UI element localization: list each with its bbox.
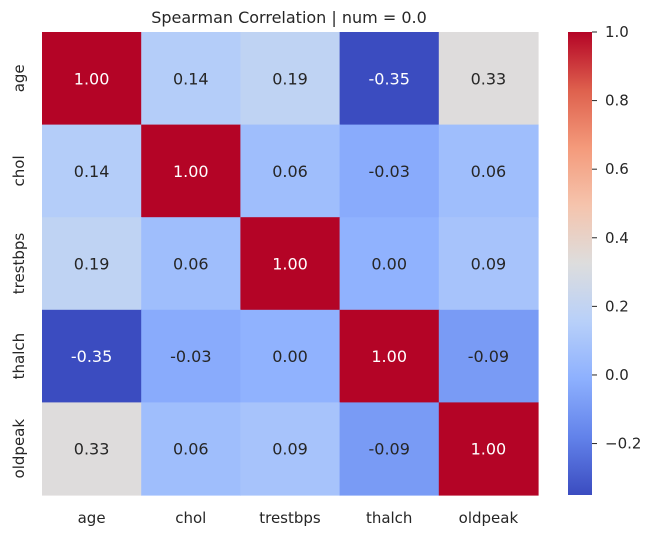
heatmap-cell-thalch-oldpeak — [438, 309, 539, 403]
colorbar-tick-label: −0.2 — [605, 435, 641, 453]
x-tick-label: age — [78, 509, 106, 527]
cell-value-label: -0.35 — [71, 347, 112, 366]
cell-value-label: -0.09 — [468, 347, 509, 366]
heatmap-cell-chol-chol — [141, 124, 241, 218]
heatmap-cell-age-chol — [141, 32, 241, 126]
y-tick-label: oldpeak — [10, 419, 28, 479]
colorbar: −0.2 0.0 0.2 0.4 0.6 0.8 1.0 — [568, 23, 641, 495]
y-tick-label: trestbps — [10, 233, 28, 295]
x-tick-label: oldpeak — [459, 509, 519, 527]
heatmap-cell-chol-trestbps — [240, 124, 341, 218]
heatmap-cell-oldpeak-oldpeak — [438, 402, 539, 496]
heatmap-cell-trestbps-oldpeak — [438, 217, 539, 311]
cell-value-label: 0.06 — [471, 162, 507, 181]
colorbar-tick-label: 1.0 — [605, 23, 629, 41]
cell-value-label: 0.33 — [74, 440, 110, 459]
cell-value-label: 0.19 — [272, 69, 308, 88]
cell-value-label: 0.09 — [471, 255, 507, 274]
heatmap-cell-trestbps-trestbps — [240, 217, 341, 311]
colorbar-tick-label: 0.2 — [605, 297, 629, 315]
cell-value-label: 1.00 — [74, 69, 110, 88]
cell-value-label: -0.09 — [368, 440, 409, 459]
heatmap-cell-age-oldpeak — [438, 32, 539, 126]
colorbar-tick-label: 0.8 — [605, 92, 629, 110]
y-tick-label: thalch — [10, 333, 28, 380]
cell-value-label: 1.00 — [173, 162, 209, 181]
cell-value-label: -0.03 — [170, 347, 211, 366]
y-tick-label: chol — [10, 155, 28, 186]
y-tick-label: age — [10, 64, 28, 92]
cell-value-label: 0.00 — [272, 347, 308, 366]
cell-value-label: -0.03 — [368, 162, 409, 181]
cell-value-label: 0.19 — [74, 255, 110, 274]
heatmap-cell-age-trestbps — [240, 32, 341, 126]
heatmap-cell-trestbps-chol — [141, 217, 241, 311]
colorbar-tick-label: 0.4 — [605, 229, 629, 247]
cell-value-label: -0.35 — [368, 69, 409, 88]
heatmap-cell-trestbps-thalch — [339, 217, 440, 311]
colorbar-gradient — [568, 32, 592, 495]
heatmap-cell-oldpeak-chol — [141, 402, 241, 496]
heatmap-cell-oldpeak-age — [42, 402, 142, 496]
heatmap-cell-oldpeak-thalch — [339, 402, 440, 496]
cell-value-label: 0.06 — [272, 162, 308, 181]
heatmap-cell-thalch-age — [42, 309, 142, 403]
cell-value-label: 1.00 — [371, 347, 407, 366]
colorbar-tick-label: 0.0 — [605, 366, 629, 384]
cell-value-label: 1.00 — [272, 255, 308, 274]
cell-value-label: 1.00 — [471, 440, 507, 459]
heatmap-cell-labels: 1.00 0.14 0.19 -0.35 0.33 0.14 1.00 0.06 -0.03 0.… — [71, 69, 509, 458]
x-tick-label: chol — [175, 509, 206, 527]
cell-value-label: 0.09 — [272, 440, 308, 459]
cell-value-label: 0.06 — [173, 440, 209, 459]
cell-value-label: 0.14 — [74, 162, 110, 181]
heatmap-cell-age-thalch — [339, 32, 440, 126]
x-axis-tick-labels: age chol trestbps thalch oldpeak — [78, 509, 519, 527]
y-axis-tick-labels: age chol trestbps thalch oldpeak — [10, 64, 28, 478]
heatmap-cell-oldpeak-trestbps — [240, 402, 341, 496]
heatmap-cell-chol-thalch — [339, 124, 440, 218]
chart-title: Spearman Correlation | num = 0.0 — [151, 8, 427, 27]
heatmap-cell-thalch-thalch — [339, 309, 440, 403]
heatmap-cell-thalch-chol — [141, 309, 241, 403]
heatmap-cell-chol-age — [42, 124, 142, 218]
cell-value-label: 0.06 — [173, 255, 209, 274]
heatmap-cells — [42, 32, 539, 496]
heatmap-cell-thalch-trestbps — [240, 309, 341, 403]
cell-value-label: 0.14 — [173, 69, 209, 88]
cell-value-label: 0.00 — [371, 255, 407, 274]
x-tick-label: thalch — [366, 509, 413, 527]
cell-value-label: 0.33 — [471, 69, 507, 88]
heatmap-cell-chol-oldpeak — [438, 124, 539, 218]
x-tick-label: trestbps — [259, 509, 321, 527]
heatmap-cell-trestbps-age — [42, 217, 142, 311]
colorbar-tick-label: 0.6 — [605, 160, 629, 178]
heatmap-cell-age-age — [42, 32, 142, 126]
